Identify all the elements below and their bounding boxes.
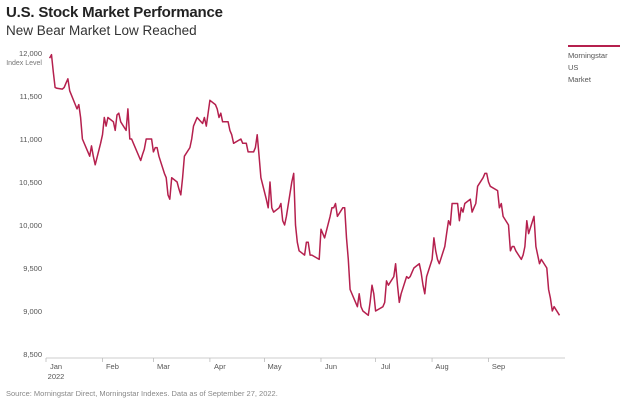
source-note: Source: Morningstar Direct, Morningstar …	[6, 389, 278, 398]
chart-subtitle: New Bear Market Low Reached	[6, 23, 197, 38]
x-tick-label: Aug	[435, 362, 448, 371]
y-axis-label: Index Level	[6, 60, 42, 67]
legend: Morningstar US Market	[568, 45, 620, 86]
x-year-label: 2022	[48, 372, 65, 381]
legend-swatch	[568, 45, 620, 47]
legend-label: Morningstar US Market	[568, 51, 608, 84]
y-tick-label: 12,000	[19, 49, 42, 58]
x-tick-label: Jun	[325, 362, 337, 371]
y-axis: 12,000 11,500 11,000 10,500 10,000 9,500 9,000…	[6, 49, 42, 359]
x-tick-label: Jan	[50, 362, 62, 371]
y-tick-label: 11,500	[20, 92, 42, 101]
series-line	[48, 53, 561, 317]
y-tick-label: 10,500	[19, 178, 42, 187]
chart-title: U.S. Stock Market Performance	[6, 4, 223, 21]
series-layer	[48, 53, 561, 317]
x-tick-label: Jul	[381, 362, 391, 371]
y-tick-label: 9,000	[23, 307, 42, 316]
x-tick-label: Feb	[106, 362, 119, 371]
x-tick-label: Mar	[157, 362, 170, 371]
y-tick-label: 9,500	[23, 264, 42, 273]
x-tick-label: May	[267, 362, 281, 371]
y-tick-label: 10,000	[19, 221, 42, 230]
x-tick-label: Sep	[492, 362, 505, 371]
x-tick-label: Apr	[214, 362, 226, 371]
y-tick-label: 8,500	[23, 350, 42, 359]
y-tick-label: 11,000	[20, 135, 42, 144]
